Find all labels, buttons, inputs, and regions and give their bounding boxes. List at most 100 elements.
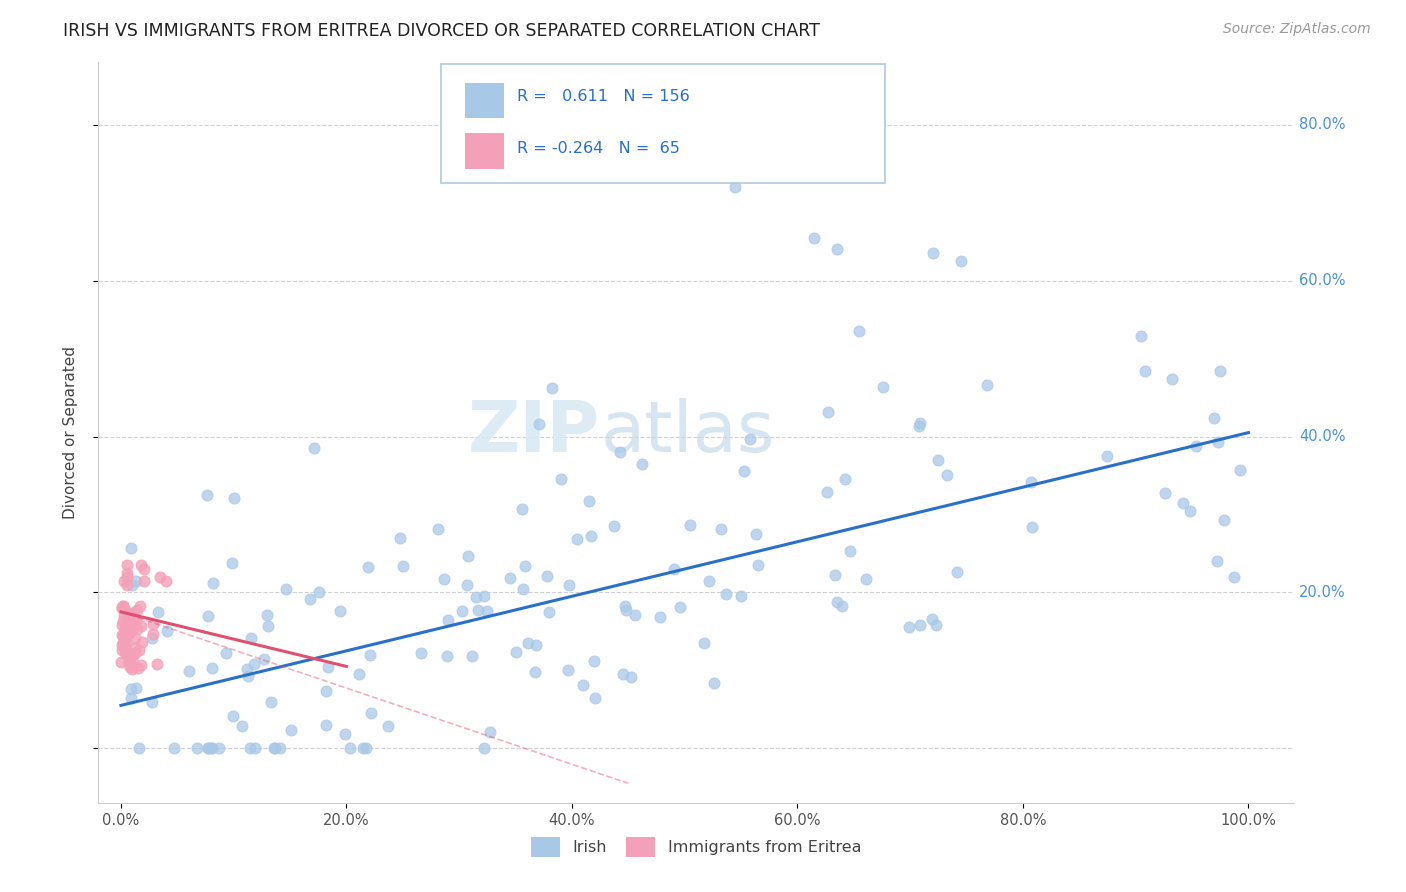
Point xyxy=(236,661,259,675)
Point xyxy=(239,631,262,645)
Point xyxy=(354,741,377,756)
Point xyxy=(512,582,534,596)
Point xyxy=(111,643,134,657)
Point xyxy=(436,613,458,627)
Point xyxy=(679,517,702,532)
Point xyxy=(115,617,138,632)
Point xyxy=(163,741,186,756)
Point xyxy=(1180,503,1202,517)
Text: 20.0%: 20.0% xyxy=(1299,585,1346,600)
Point xyxy=(815,484,838,499)
Point xyxy=(131,619,153,633)
Point xyxy=(825,595,848,609)
Point xyxy=(239,741,262,756)
Point xyxy=(352,741,374,756)
Point xyxy=(118,607,141,622)
Point xyxy=(730,590,752,604)
Point xyxy=(613,599,636,614)
Point xyxy=(257,619,280,633)
Point xyxy=(347,667,370,681)
Point xyxy=(115,566,138,580)
Point xyxy=(921,612,943,626)
Point xyxy=(155,574,177,588)
Point xyxy=(724,180,747,194)
Point xyxy=(111,618,134,632)
Point xyxy=(838,543,860,558)
Point xyxy=(112,609,135,624)
Point xyxy=(825,243,848,257)
Point xyxy=(115,577,138,591)
Point xyxy=(409,646,432,660)
Point xyxy=(121,621,143,635)
Point xyxy=(146,657,169,671)
Point xyxy=(269,741,291,756)
Point xyxy=(579,528,602,542)
Point xyxy=(872,380,894,394)
Point xyxy=(142,617,165,632)
Point xyxy=(186,741,208,756)
Point xyxy=(146,605,169,619)
Point xyxy=(457,549,479,563)
Point xyxy=(115,570,138,584)
Point xyxy=(624,608,647,623)
Point xyxy=(733,464,755,478)
Point xyxy=(149,570,172,584)
Point xyxy=(945,566,967,580)
Point xyxy=(120,659,142,673)
Point xyxy=(578,493,600,508)
Point xyxy=(583,654,606,668)
Point xyxy=(614,603,637,617)
Point xyxy=(1185,439,1208,453)
Point xyxy=(786,153,808,167)
Point xyxy=(479,724,502,739)
Point xyxy=(927,453,949,467)
Point xyxy=(125,613,148,627)
Point xyxy=(125,622,148,636)
Point xyxy=(114,624,136,638)
Point xyxy=(208,741,231,756)
Point xyxy=(114,626,136,640)
Point xyxy=(433,572,456,586)
Point xyxy=(308,585,330,599)
Point xyxy=(631,457,654,471)
Point xyxy=(201,741,224,756)
Point xyxy=(118,626,141,640)
Point xyxy=(461,648,484,663)
Point xyxy=(1160,372,1182,386)
Point xyxy=(132,574,155,588)
Point xyxy=(474,741,496,756)
Point xyxy=(112,614,135,628)
Point xyxy=(118,647,141,661)
Point xyxy=(112,628,135,642)
Point xyxy=(513,559,536,574)
Point xyxy=(747,558,769,572)
Point xyxy=(523,665,546,680)
Point xyxy=(110,656,132,670)
FancyBboxPatch shape xyxy=(441,64,884,183)
Point xyxy=(316,660,339,674)
Point xyxy=(1209,364,1232,378)
Point xyxy=(131,635,153,649)
Point xyxy=(124,574,146,589)
Point xyxy=(112,574,135,588)
Point xyxy=(120,541,142,556)
Text: ZIP: ZIP xyxy=(468,398,600,467)
Point xyxy=(231,719,253,733)
Point xyxy=(1095,449,1118,463)
Point xyxy=(703,675,725,690)
Point xyxy=(557,663,579,677)
Point xyxy=(141,631,163,645)
Point xyxy=(315,718,337,732)
Point xyxy=(834,472,856,486)
Point xyxy=(124,610,146,624)
Point xyxy=(127,660,149,674)
Point xyxy=(612,667,634,681)
Point xyxy=(256,608,278,623)
Point xyxy=(201,575,224,590)
Point xyxy=(253,652,276,666)
Point xyxy=(156,624,179,638)
Point xyxy=(537,605,560,619)
Legend: Irish, Immigrants from Eritrea: Irish, Immigrants from Eritrea xyxy=(524,830,868,863)
Point xyxy=(120,654,142,668)
Point xyxy=(222,708,245,723)
